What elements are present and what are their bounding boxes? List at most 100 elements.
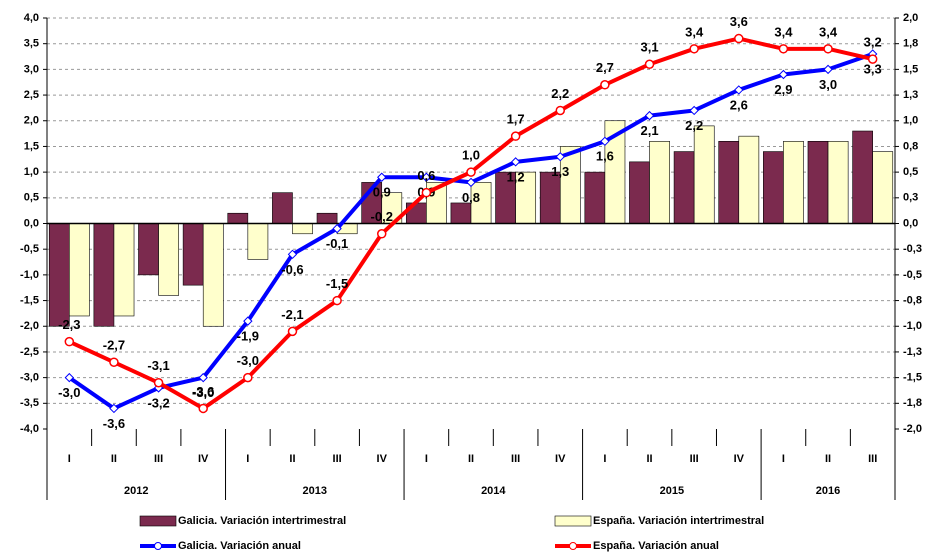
legend-marker: [569, 542, 577, 550]
bar: [247, 223, 269, 260]
legend-swatch: [554, 515, 592, 527]
marker: [376, 229, 387, 239]
marker: [689, 44, 699, 54]
marker: [109, 357, 119, 367]
x-tick-label: III: [511, 453, 520, 465]
y2-tick-label: -1,0: [903, 320, 922, 332]
y-tick-label: -1,0: [20, 269, 39, 281]
data-label: -3,6: [103, 416, 125, 431]
y-tick-label: -3,5: [20, 397, 39, 409]
marker: [510, 131, 521, 141]
marker: [153, 378, 164, 388]
legend-swatch: [139, 515, 177, 527]
x-tick-label: IV: [734, 453, 745, 465]
y2-tick-label: 1,5: [903, 63, 918, 75]
y2-tick-label: -0,5: [903, 269, 922, 281]
bar: [182, 223, 204, 286]
data-label: 2,2: [551, 86, 569, 101]
marker: [421, 187, 432, 198]
data-label: 0,9: [373, 185, 391, 200]
data-label: 0,8: [462, 190, 480, 205]
marker: [555, 152, 565, 162]
data-label: -3,1: [147, 358, 169, 373]
x-tick-label: I: [603, 453, 606, 465]
marker: [823, 64, 833, 75]
x-tick-label: III: [333, 453, 342, 465]
data-label: -3,0: [192, 385, 214, 400]
y2-tick-label: 0,3: [903, 192, 918, 204]
data-label: 1,3: [551, 164, 569, 179]
marker: [198, 403, 208, 414]
bar: [649, 141, 670, 224]
y-tick-label: 3,5: [24, 38, 39, 50]
bar: [807, 141, 829, 224]
y2-tick-label: -2,0: [903, 423, 922, 435]
marker: [287, 326, 298, 337]
marker: [332, 223, 342, 234]
marker: [778, 69, 789, 80]
data-label: 3,4: [774, 24, 793, 39]
data-label: -3,6: [192, 384, 214, 399]
x-tick-label: II: [111, 453, 117, 465]
y2-tick-label: -1,5: [903, 372, 922, 384]
y2-tick-label: 1,3: [903, 89, 918, 101]
y2-tick-label: -1,8: [903, 397, 922, 409]
bar: [202, 223, 224, 327]
data-label: -2,7: [103, 338, 125, 353]
data-label: -0,6: [281, 262, 303, 277]
data-label: 2,9: [774, 82, 792, 97]
data-label: -3,0: [58, 385, 80, 400]
y-tick-label: -0,5: [20, 243, 39, 255]
data-label: 2,7: [596, 60, 614, 75]
bar: [316, 212, 338, 224]
marker: [377, 172, 387, 182]
marker: [734, 33, 744, 44]
legend-label: España. Variación intertrimestral: [593, 515, 764, 527]
marker: [243, 316, 253, 326]
marker: [600, 80, 610, 90]
bar: [69, 223, 90, 317]
marker: [466, 167, 476, 177]
data-label: 1,2: [507, 169, 525, 184]
data-label: 3,4: [819, 24, 838, 39]
x-tick-label: II: [825, 453, 831, 465]
y2-tick-label: 0,8: [903, 140, 918, 152]
marker: [198, 372, 208, 383]
x-group-label: 2015: [660, 485, 684, 497]
marker: [332, 295, 342, 306]
marker: [867, 54, 878, 64]
y2-tick-label: -1,3: [903, 346, 922, 358]
bar: [292, 223, 313, 235]
y-tick-label: -2,5: [20, 346, 39, 358]
bar: [673, 151, 695, 224]
data-label: -1,9: [237, 329, 259, 344]
y2-tick-label: -0,3: [903, 243, 922, 255]
y-tick-label: 4,0: [24, 12, 39, 24]
data-label: 2,1: [640, 123, 658, 138]
bar: [272, 192, 293, 224]
y-tick-label: 3,0: [24, 63, 39, 75]
x-tick-label: IV: [198, 453, 209, 465]
data-label: -2,1: [281, 307, 303, 322]
bar: [827, 141, 849, 224]
marker: [287, 249, 298, 260]
marker: [64, 336, 75, 347]
marker: [64, 372, 75, 383]
marker: [555, 105, 566, 116]
y-tick-label: 1,5: [24, 140, 39, 152]
data-label: 1,0: [462, 148, 480, 163]
marker: [510, 157, 521, 167]
legend-label: Galicia. Variación intertrimestral: [178, 515, 346, 527]
marker: [600, 136, 610, 147]
marker: [734, 85, 744, 95]
bar: [158, 223, 179, 296]
data-label: 2,6: [730, 97, 748, 112]
data-label: -0,1: [326, 236, 348, 251]
x-group-label: 2012: [124, 485, 148, 497]
bar: [629, 161, 650, 224]
x-tick-label: I: [68, 453, 71, 465]
legend-label: Galicia. Variación anual: [178, 540, 301, 552]
data-label: 1,6: [596, 149, 614, 164]
y2-tick-label: -0,8: [903, 294, 922, 306]
x-tick-label: III: [154, 453, 163, 465]
